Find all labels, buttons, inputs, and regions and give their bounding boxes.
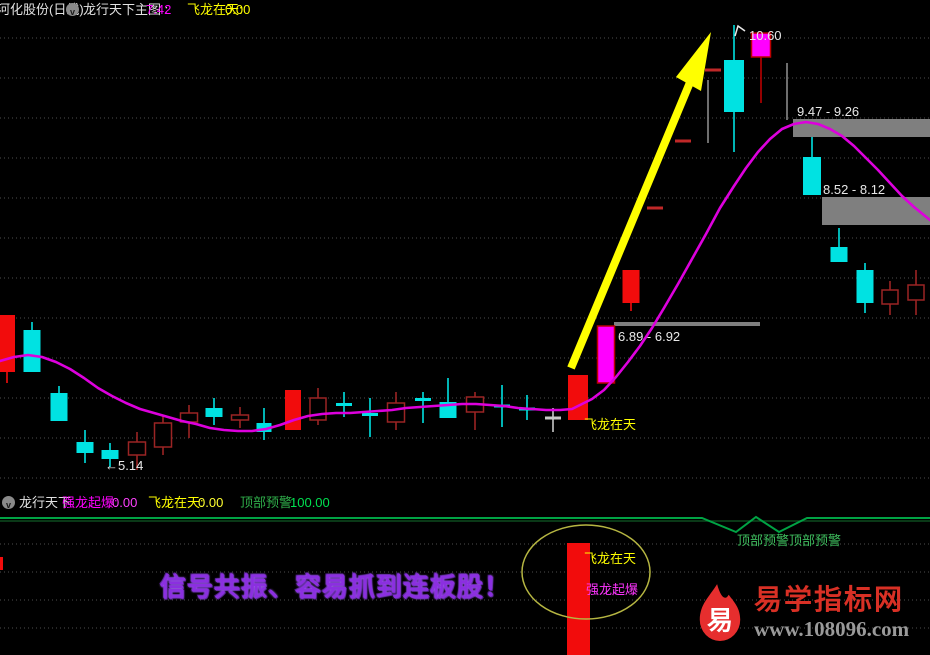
candle [856,263,874,313]
candle [205,398,223,425]
main-chart-header: 河化股份(日线) v 龙行天下主图 : 7.42 飞龙在天: 0.00 [0,1,930,19]
svg-text:6.89 - 6.92: 6.89 - 6.92 [618,329,680,344]
watermark-text: 易学指标网 www.108096.com [754,583,909,641]
main-indicator-label: 龙行天下主图 : [83,2,169,17]
resistance-bands-layer [614,119,930,326]
arrow-head [676,32,711,91]
ma-line [0,120,930,433]
watermark: 易 易学指标网 www.108096.com [694,583,909,645]
qianglong-value: 0.00 [112,495,138,510]
signal-bar [0,557,3,570]
candle [153,415,173,455]
candle [622,270,640,311]
candle [803,137,821,195]
candle [439,378,457,418]
alert-indicator-line [0,515,930,534]
candle [285,390,301,430]
svg-text:飞龙在天: 飞龙在天 [584,417,636,432]
svg-text:强龙起爆: 强龙起爆 [586,582,638,597]
logo-character: 易 [707,605,733,635]
svg-text:顶部预警: 顶部预警 [789,533,841,548]
sub-indicator-title: 龙行天下 [19,495,72,510]
feilong-sub-value: 0.00 [198,495,224,510]
svg-text:飞龙在天: 飞龙在天 [584,551,636,566]
watermark-url: www.108096.com [754,617,910,641]
feilong-label: 飞龙在天: [187,2,243,17]
sub-chart-header: v 龙行天下 强龙起爆: 0.00 飞龙在天: 0.00 顶部预警: 100.0… [0,494,930,512]
candles-layer [0,25,925,470]
candle [127,432,147,470]
svg-text:8.52 - 8.12: 8.52 - 8.12 [823,182,885,197]
resistance-band [614,322,760,326]
trend-arrow-layer [567,32,711,370]
signal-bar [567,543,590,655]
main-indicator-value: 7.42 [146,2,172,17]
chevron-down-icon[interactable]: v [2,496,15,510]
feilong-sub-label: 飞龙在天: [148,495,204,510]
candle [545,408,561,432]
qianglong-label: 强龙起爆: [62,495,118,510]
resistance-band [793,119,930,137]
high-pointer [734,24,746,37]
candle [907,270,925,315]
resistance-band [822,197,930,225]
dingbu-label: 顶部预警: [240,495,296,510]
candle [750,32,772,103]
candle [76,430,94,463]
candle [362,398,378,437]
candle [256,408,272,440]
svg-text:顶部预警: 顶部预警 [737,533,789,548]
candle [596,325,616,384]
svg-text:←5.14: ←5.14 [105,458,143,473]
candle [309,388,327,425]
candle [881,281,899,315]
candle [0,315,15,383]
candle [568,375,588,420]
annotations-layer: 10.60 9.47 - 9.26 8.52 - 8.12 6.89 - 6.92 ←5… [105,24,885,473]
candle [724,25,744,152]
svg-text:9.47 - 9.26: 9.47 - 9.26 [797,104,859,119]
feilong-value: 0.00 [225,2,251,17]
candle [50,386,68,421]
svg-text:10.60: 10.60 [749,28,782,43]
candle [465,392,485,430]
candle [23,322,41,372]
dingbu-value: 100.00 [290,495,330,510]
candle [830,228,848,262]
chevron-down-icon[interactable]: v [66,3,79,17]
promo-headline: 信号共振、容易抓到连板股！ [160,572,512,602]
ma-line-layer [0,120,930,433]
candle [230,407,250,428]
highlight-ellipse [521,524,651,620]
flame-logo-icon: 易 [699,584,741,641]
stock-title: 河化股份(日线) [0,2,84,17]
gridlines-layer [0,37,930,629]
candle [101,443,119,467]
watermark-site-name: 易学指标网 [754,584,905,615]
